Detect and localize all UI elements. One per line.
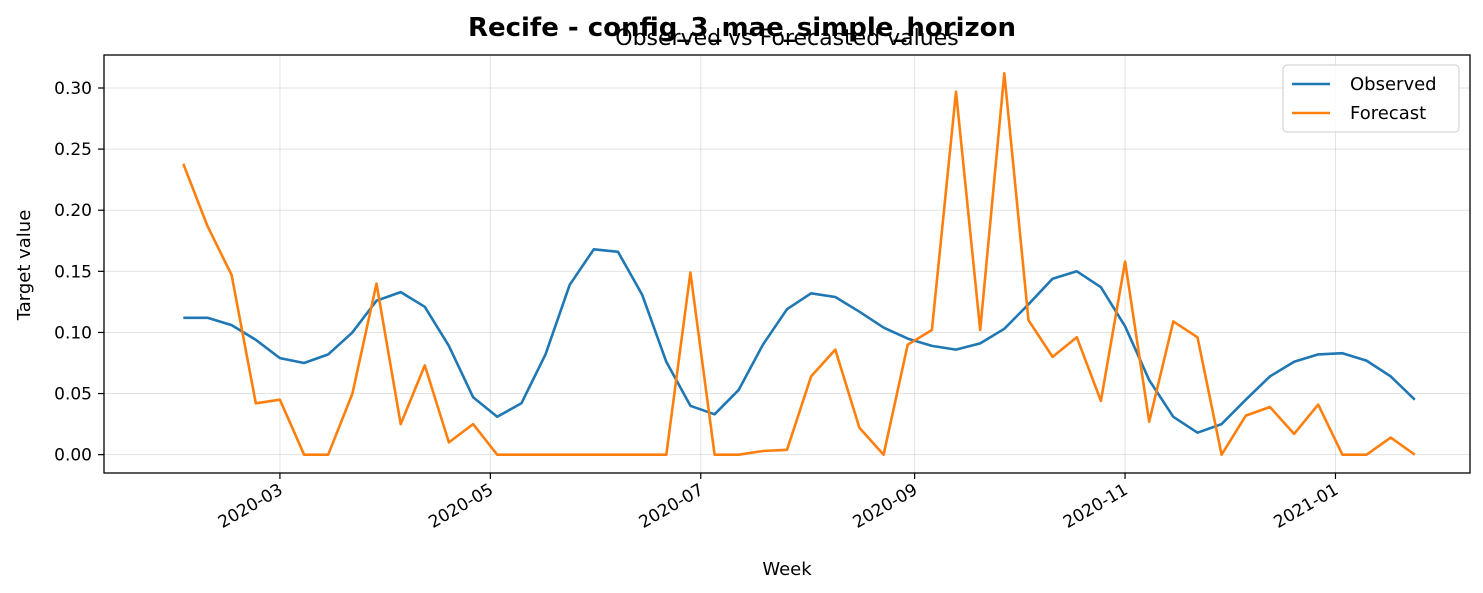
x-tick-label: 2020-05 [425, 480, 497, 533]
x-axis-ticks: 2020-03 2020-05 2020-07 2020-09 2020-11 2021-… [215, 473, 1342, 533]
y-tick-label: 0.30 [54, 79, 92, 99]
legend-box [1282, 64, 1460, 133]
x-tick-label: 2021-01 [1270, 480, 1342, 533]
y-tick-label: 0.00 [54, 446, 92, 466]
series-lines [182, 72, 1416, 457]
legend-label-forecast: Forecast [1350, 103, 1426, 124]
y-axis-ticks: 0.00 0.05 0.10 0.15 0.20 0.25 0.30 [54, 79, 104, 466]
x-tick-label: 2020-07 [636, 480, 708, 533]
y-tick-label: 0.25 [54, 140, 92, 160]
grid [104, 55, 1470, 473]
y-tick-label: 0.10 [54, 323, 92, 343]
plot-area-frame [103, 54, 1471, 474]
y-tick-label: 0.15 [54, 262, 92, 282]
figure-title: Recife - config_3_mae_simple_horizon [468, 13, 1016, 43]
y-tick-label: 0.05 [54, 385, 92, 405]
y-tick-label: 0.20 [54, 201, 92, 221]
legend: Observed Forecast [1282, 64, 1460, 133]
x-tick-label: 2020-11 [1060, 480, 1132, 533]
x-tick-label: 2020-09 [850, 480, 922, 533]
y-axis-label: Target value [14, 210, 35, 322]
legend-label-observed: Observed [1350, 74, 1437, 95]
series-line-observed [183, 248, 1416, 435]
series-line-forecast [182, 72, 1416, 457]
x-tick-label: 2020-03 [215, 480, 287, 533]
chart-subtitle: Observed vs Forecasted values [615, 26, 958, 51]
x-axis-label: Week [762, 559, 812, 580]
